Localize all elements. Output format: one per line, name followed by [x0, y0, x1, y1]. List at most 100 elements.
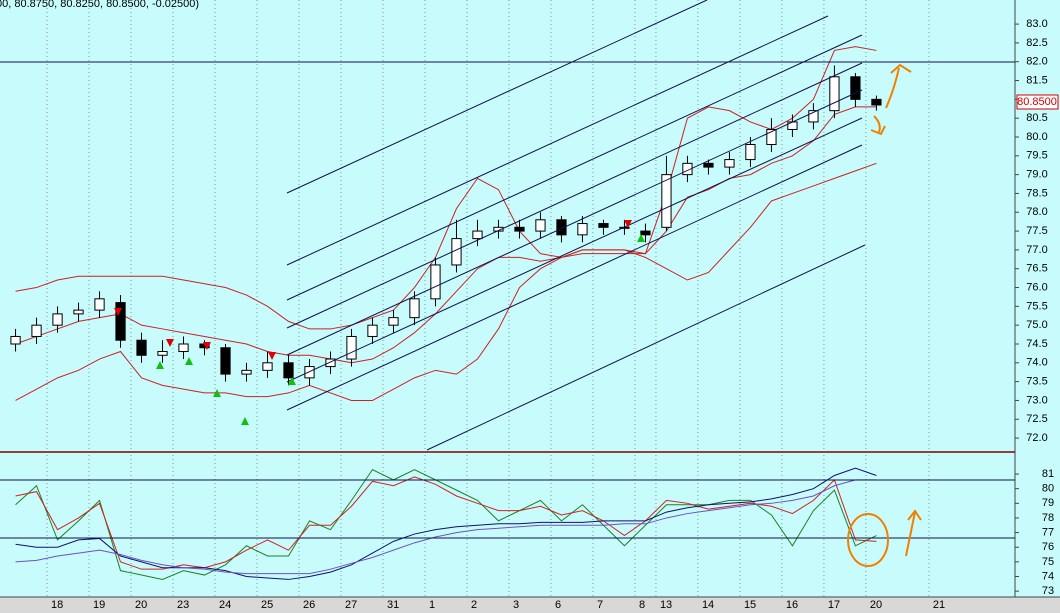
- annotations: [847, 63, 922, 567]
- candle-body: [766, 128, 777, 146]
- x-tick-label: 26: [303, 599, 315, 611]
- x-tick-label: 8: [639, 599, 645, 611]
- y-tick-label: 73.0: [1026, 394, 1047, 406]
- y-tick-label: 74.0: [1026, 357, 1047, 369]
- annotation-arrow: [870, 115, 886, 136]
- band-line: [15, 46, 877, 330]
- candle-body: [745, 144, 756, 161]
- x-tick-label: 31: [387, 599, 399, 611]
- channel-line: [286, 62, 863, 329]
- y-tick-label: 75.5: [1026, 300, 1047, 312]
- y-tick-label: 79.0: [1026, 169, 1047, 181]
- x-tick-label: 6: [555, 599, 561, 611]
- y-tick-label: 81: [1042, 468, 1054, 480]
- y-tick-label: 79: [1042, 497, 1054, 509]
- y-tick-label: 78.5: [1026, 187, 1047, 199]
- candle-body: [283, 362, 294, 379]
- y-tick-label: 80.5: [1026, 112, 1047, 124]
- y-tick-label: 75: [1042, 556, 1054, 568]
- x-tick-label: 1: [429, 599, 435, 611]
- buy-arrow: [288, 377, 296, 385]
- sell-arrow: [166, 339, 174, 347]
- y-tick-label: 73.5: [1026, 376, 1047, 388]
- x-tick-label: 27: [345, 599, 357, 611]
- band-line: [15, 162, 877, 401]
- y-tick-label: 78: [1042, 512, 1054, 524]
- y-tick-label: 80.0: [1026, 131, 1047, 143]
- x-tick-label: 19: [93, 599, 105, 611]
- x-tick-label: 14: [702, 599, 714, 611]
- annotation-arrow: [885, 63, 912, 109]
- x-tick-label: 24: [219, 599, 231, 611]
- y-tick-label: 80: [1042, 483, 1054, 495]
- candle-body: [472, 230, 483, 240]
- channel-line: [426, 244, 866, 451]
- candle-body: [262, 362, 273, 371]
- y-tick-label: 77.5: [1026, 225, 1047, 237]
- indicator-line: [15, 476, 877, 570]
- sell-arrow: [203, 342, 211, 350]
- y-tick-label: 75.0: [1026, 319, 1047, 331]
- candle-body: [346, 335, 357, 360]
- buy-arrow: [185, 357, 193, 365]
- x-tick-label: 3: [513, 599, 519, 611]
- y-tick-label: 72.5: [1026, 413, 1047, 425]
- indicator-line: [15, 469, 877, 580]
- candle-body: [871, 98, 882, 106]
- channel-line: [286, 117, 863, 383]
- sell-arrow: [624, 220, 632, 228]
- y-tick-label: 77.0: [1026, 244, 1047, 256]
- candle-body: [115, 302, 126, 341]
- sell-arrow: [114, 308, 122, 316]
- candle-body: [157, 351, 168, 356]
- channel-line: [286, 34, 863, 301]
- price-tag: 80.8500: [1017, 96, 1057, 108]
- price-tag-box: [1016, 94, 1059, 110]
- channel-line: [286, 144, 863, 411]
- x-tick-label: 15: [744, 599, 756, 611]
- x-tick-label: 20: [870, 599, 882, 611]
- candle-body: [661, 174, 672, 228]
- buy-arrow: [241, 417, 249, 425]
- candle-body: [577, 223, 588, 236]
- x-tick-label: 20: [135, 599, 147, 611]
- candle-body: [409, 298, 420, 319]
- candle-body: [52, 313, 63, 326]
- y-tick-label: 74: [1042, 570, 1054, 582]
- y-tick-label: 82.0: [1026, 56, 1047, 68]
- channel-line: [286, 89, 863, 356]
- x-tick-label: 18: [51, 599, 63, 611]
- signal-arrows: [114, 220, 645, 425]
- candle-body: [367, 324, 378, 337]
- y-tick-label: 79.5: [1026, 150, 1047, 162]
- candle-body: [850, 76, 861, 100]
- y-tick-label: 76.0: [1026, 281, 1047, 293]
- candle-body: [829, 76, 840, 112]
- x-tick-label: 21: [933, 599, 945, 611]
- candle-body: [220, 347, 231, 375]
- candle-body: [388, 317, 399, 326]
- candle-body: [136, 339, 147, 356]
- x-tick-label: 25: [261, 599, 273, 611]
- y-tick-label: 81.5: [1026, 74, 1047, 86]
- channel-lines: [0, 0, 1015, 539]
- indicator-line: [15, 479, 877, 575]
- x-tick-label: 13: [660, 599, 672, 611]
- y-tick-label: 78.0: [1026, 206, 1047, 218]
- candle-body: [703, 162, 714, 168]
- indicator-line: [15, 467, 877, 580]
- buy-arrow: [213, 389, 221, 397]
- x-tick-label: 2: [471, 599, 477, 611]
- candle-body: [808, 110, 819, 123]
- candle-body: [73, 309, 84, 315]
- candle-body: [535, 219, 546, 232]
- y-tick-label: 76: [1042, 541, 1054, 553]
- candle-body: [682, 162, 693, 176]
- candle-body: [556, 219, 567, 236]
- x-tick-label: 23: [177, 599, 189, 611]
- x-tick-label: 7: [597, 599, 603, 611]
- candle-body: [178, 343, 189, 353]
- candle-body: [514, 226, 525, 232]
- buy-arrow: [156, 361, 164, 369]
